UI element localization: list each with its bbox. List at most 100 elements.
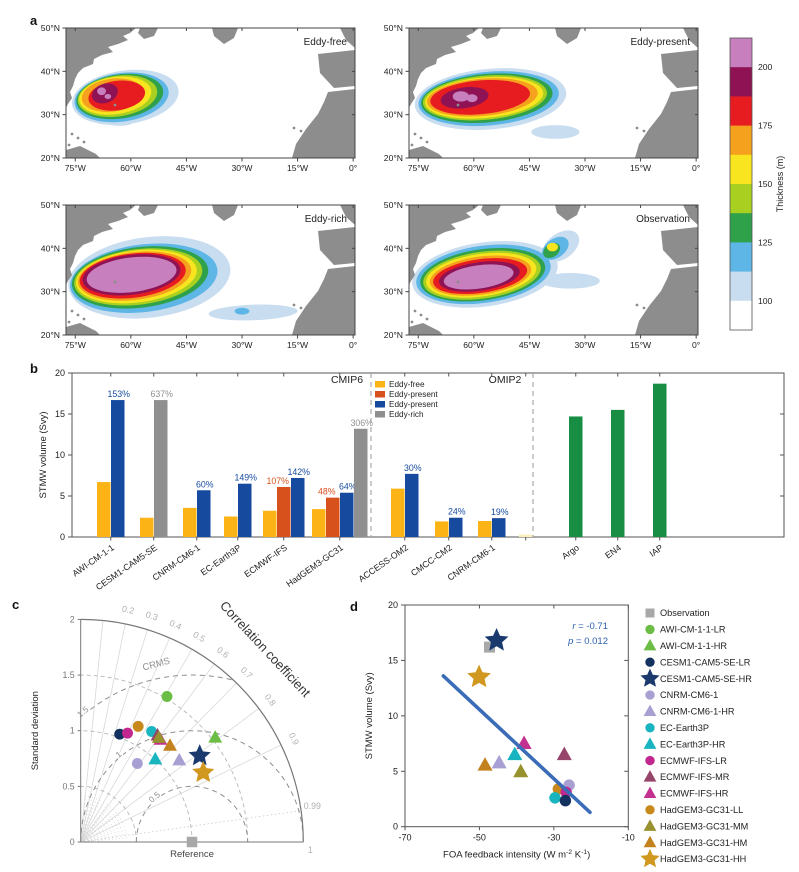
pct-label: 637% — [151, 389, 174, 399]
landmass — [409, 28, 479, 108]
island — [425, 317, 429, 321]
taylor-point-observation — [186, 836, 198, 848]
map-frame — [65, 204, 356, 336]
landmass — [661, 50, 698, 88]
std-tick-label: 1.5 — [62, 670, 74, 680]
island — [419, 136, 423, 140]
crms-arc-label: 1.5 — [75, 704, 91, 719]
colorbar-label: 100 — [758, 296, 773, 306]
legend-marker-observation — [645, 608, 655, 618]
bar — [391, 488, 405, 537]
landmass — [138, 205, 158, 216]
x-tick-label: EN4 — [603, 542, 623, 560]
legend-label: CNRM-CM6-1-HR — [660, 707, 735, 717]
annotation-r: r = -0.71 — [572, 621, 608, 632]
x-tick-label: 0° — [692, 163, 700, 173]
panel-a-maps: 75°W 60°W 45°W 30°W 15°W 0° 50°N 40°N 30°N 20°N Ed… — [41, 23, 785, 350]
legend-label: Eddy-present — [389, 390, 438, 399]
legend-label: AWI-CM-1-1-LR — [660, 625, 726, 635]
x-tick-label: 60°W — [120, 340, 142, 350]
x-tick-label: -10 — [622, 833, 635, 843]
legend-swatch — [375, 391, 385, 398]
land — [409, 28, 698, 158]
y-tick-label: 40°N — [384, 243, 403, 253]
legend-label: Eddy-rich — [389, 410, 424, 419]
x-tick-label: 30°W — [231, 163, 253, 173]
island — [635, 303, 639, 307]
taylor-point-hadgem3-gc31-hm — [163, 738, 177, 751]
bar — [326, 497, 340, 537]
landmass — [409, 146, 443, 158]
island — [642, 306, 646, 310]
y-tick-label: 5 — [393, 766, 398, 776]
bar — [449, 517, 463, 537]
legend-label: Eddy-free — [389, 380, 425, 389]
bar — [183, 507, 197, 537]
legend-label: Eddy-present — [389, 400, 438, 409]
x-tick-label: -30 — [547, 833, 560, 843]
scatter-point-hadgem3-gc31-hm — [477, 757, 493, 771]
pct-label: 142% — [288, 467, 311, 477]
colorbar: 200 175 150 125 100 Thickness (m) — [729, 37, 785, 331]
legend-marker-ecmwf-ifs-hr — [643, 786, 657, 799]
contour-level-8 — [452, 91, 470, 102]
contour-level-0 — [208, 304, 298, 321]
island — [413, 132, 417, 136]
colorbar-segment — [730, 67, 752, 97]
island — [410, 143, 414, 147]
bar — [97, 482, 111, 537]
bar — [492, 518, 506, 537]
taylor-point-hadgem3-gc31-hh — [192, 760, 215, 782]
landmass — [292, 266, 355, 335]
y-tick-label: 0 — [393, 822, 398, 832]
fan-line — [80, 805, 112, 843]
island — [70, 309, 74, 313]
taylor-point-awi-cm-1-1-lr — [161, 691, 173, 702]
island — [67, 143, 71, 147]
x-tick-label: 60°W — [120, 163, 142, 173]
bar — [312, 509, 326, 537]
legend-marker-ec-earth3p-hr — [643, 737, 657, 749]
island — [299, 129, 303, 133]
contour-level-0 — [531, 125, 580, 139]
island — [410, 320, 414, 324]
pct-label: 24% — [448, 507, 466, 517]
obs-bar — [653, 383, 667, 537]
landmass — [635, 89, 698, 158]
island — [67, 320, 71, 324]
x-tick-label: ACCESS-OM2 — [357, 542, 410, 584]
taylor-point-awi-cm-1-1-hr — [208, 730, 223, 743]
legend-marker-cesm1-cam5-se-lr — [645, 657, 655, 667]
y-tick-label: 20°N — [384, 330, 403, 340]
legend-marker-ecmwf-ifs-lr — [645, 755, 655, 766]
legend-label: AWI-CM-1-1-HR — [660, 641, 727, 651]
corr-line-099 — [80, 810, 302, 843]
island — [70, 132, 74, 136]
island — [76, 136, 80, 140]
std-arc — [80, 785, 137, 843]
landmass — [481, 28, 501, 39]
annotation-p: p = 0.012 — [567, 636, 608, 647]
x-tick-label: 75°W — [408, 340, 430, 350]
contour-blobs — [412, 230, 600, 308]
island — [456, 280, 460, 284]
landmass — [555, 205, 581, 221]
x-tick-label: 30°W — [231, 340, 253, 350]
corr-label: 0.6 — [215, 645, 231, 660]
colorbar-segment — [730, 125, 752, 156]
fan-line — [80, 837, 129, 843]
x-tick-label: 60°W — [463, 340, 485, 350]
corr-label: 0.3 — [144, 609, 159, 622]
x-tick-label: 15°W — [287, 163, 309, 173]
corr-label: 0.2 — [121, 604, 135, 616]
island — [642, 129, 646, 133]
x-tick-label: 60°W — [463, 163, 485, 173]
x-tick-label: 0° — [692, 340, 700, 350]
pct-label: 30% — [404, 463, 422, 473]
landmass — [66, 28, 136, 108]
island — [299, 306, 303, 310]
legend-marker-awi-cm-1-1-lr — [645, 624, 655, 635]
contour-level-8 — [97, 87, 107, 96]
